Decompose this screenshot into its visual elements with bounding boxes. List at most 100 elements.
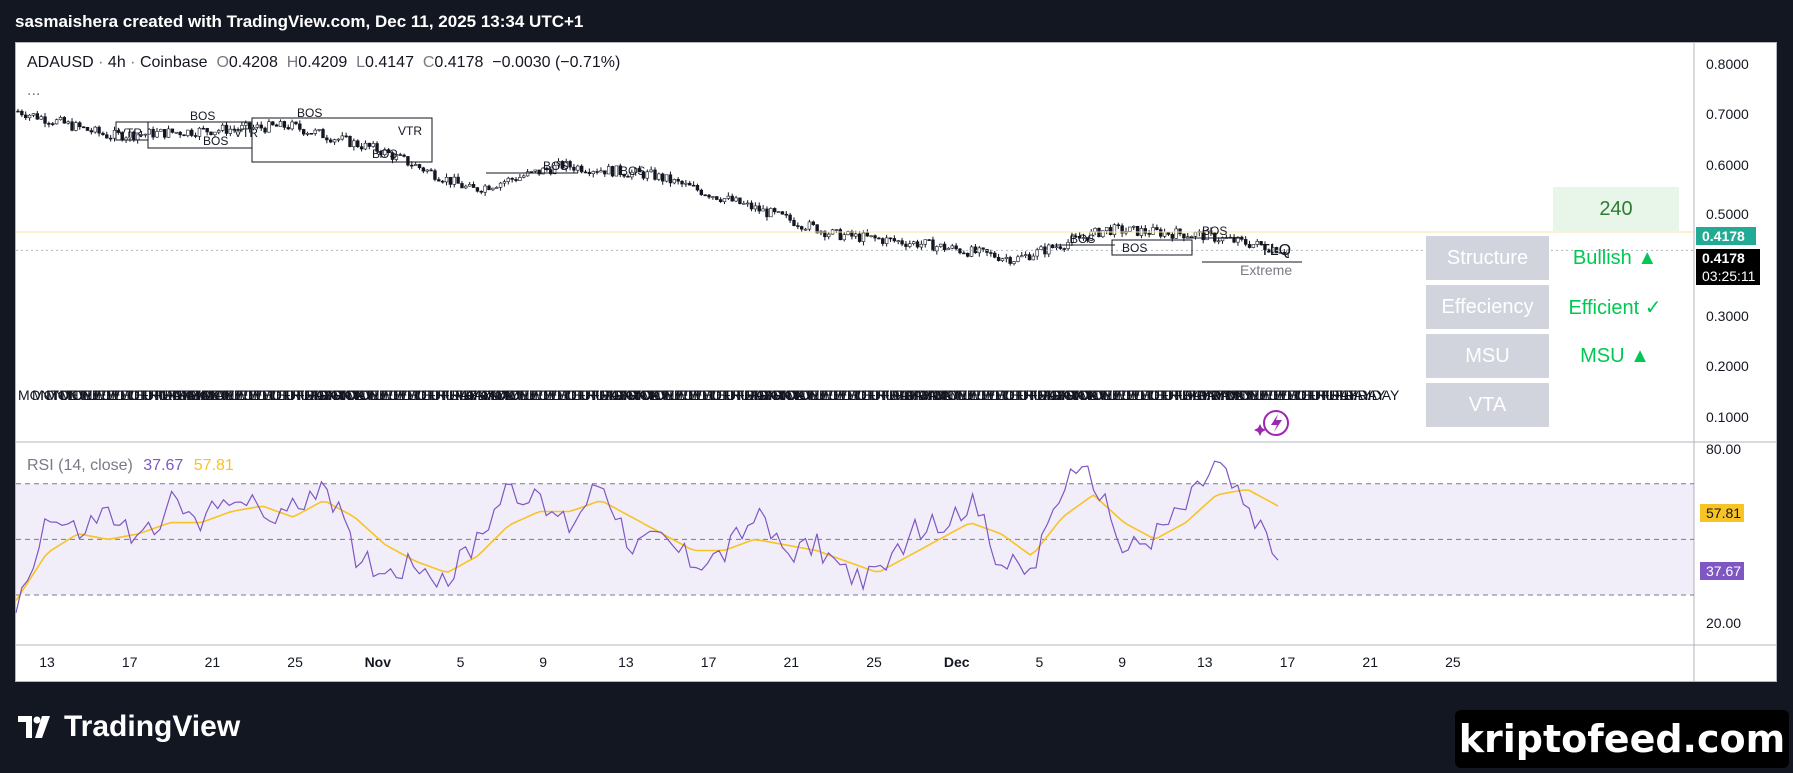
candle-body: [464, 185, 468, 189]
candle-body: [1039, 246, 1043, 250]
candle-body: [954, 245, 958, 250]
candle-body: [626, 175, 630, 178]
candle-body: [761, 208, 765, 212]
candle-body: [769, 208, 773, 218]
candle-body: [568, 161, 572, 168]
candle-body: [1282, 252, 1286, 254]
candle-body: [711, 196, 715, 198]
candle-body: [128, 131, 132, 139]
candle-body: [583, 171, 588, 174]
rsi-ma-value: 57.81: [193, 457, 234, 474]
rsi-ma-line: [15, 489, 1279, 601]
candle-body: [718, 199, 723, 202]
candle-body: [1193, 232, 1198, 237]
day-label: MONTUEWEDTHUFRIDAY: [319, 387, 492, 403]
candle-body: [846, 231, 850, 235]
rsi-tag: 37.67: [1700, 562, 1744, 580]
candle-body: [16, 110, 20, 113]
candle-body: [101, 132, 105, 136]
day-label: MONTUEWEDTHUFRIDAY: [483, 387, 656, 403]
time-tick-label: 17: [1280, 654, 1296, 670]
symbol-legend[interactable]: ADAUSD · 4h · Coinbase O0.4208 H0.4209 L…: [27, 54, 620, 72]
candle-body: [792, 219, 796, 226]
candle-body: [190, 129, 194, 136]
candle-body: [545, 167, 549, 170]
high-value: 0.4209: [298, 54, 348, 71]
candle-body: [1020, 255, 1024, 258]
candle-body: [89, 130, 94, 133]
candle-body: [329, 139, 333, 143]
candle-body: [166, 128, 171, 138]
candle-body: [1143, 228, 1147, 234]
bos-label: BOS: [297, 106, 322, 120]
candle-body: [1232, 236, 1236, 243]
candle-body: [522, 175, 526, 178]
tradingview-logo[interactable]: TradingView: [18, 710, 240, 744]
day-label: MONTUEWEDTHUFRIDAY: [18, 387, 191, 403]
candle-body: [784, 213, 788, 216]
candle-body: [1205, 230, 1209, 241]
candle-body: [506, 177, 510, 182]
day-label: MONTUEWEDTHUFRIDAY: [1080, 387, 1253, 403]
bos-label: BOS: [203, 134, 228, 148]
candle-body: [838, 229, 843, 241]
candle-body: [738, 197, 742, 205]
candle-body: [525, 171, 530, 177]
candle-body: [757, 205, 761, 212]
price-tick-label: 0.1000: [1706, 409, 1749, 425]
day-label: MONTUEWEDTHUFRIDAY: [1185, 387, 1358, 403]
candle-body: [672, 179, 677, 184]
time-tick-label: 25: [866, 654, 882, 670]
rsi-legend[interactable]: RSI (14, close) 37.67 57.81: [27, 457, 234, 475]
candle-body: [661, 173, 665, 182]
candle-body: [780, 211, 785, 215]
candle-body: [877, 237, 881, 240]
candle-body: [294, 121, 298, 125]
candle-body: [587, 172, 592, 175]
day-label: MONTUEWEDTHUFRIDAY: [1052, 387, 1225, 403]
candle-body: [301, 129, 306, 135]
candle-body: [116, 130, 121, 133]
candle-body: [996, 257, 1001, 261]
candle-body: [58, 117, 63, 121]
candle-body: [475, 187, 480, 192]
candle-body: [1201, 231, 1205, 241]
symbol-name[interactable]: ADAUSD: [27, 54, 94, 71]
candle-body: [70, 121, 74, 131]
candle-body: [1104, 227, 1109, 231]
candle-body: [35, 113, 40, 120]
candle-body: [193, 135, 198, 137]
candle-body: [1170, 234, 1175, 239]
candle-body: [1016, 256, 1020, 262]
candle-body: [406, 156, 410, 166]
day-label: MONTUEWEDTHUFRIDAY: [773, 387, 946, 403]
bos-label: BOS: [1202, 224, 1227, 238]
candle-body: [143, 133, 148, 136]
legend-more-button[interactable]: ...: [27, 82, 41, 99]
candle-body: [776, 211, 781, 213]
candle-body: [911, 241, 916, 245]
candle-body: [1178, 228, 1182, 235]
candle-body: [1027, 254, 1032, 261]
interval-label: 4h: [107, 54, 126, 71]
candle-body: [1174, 228, 1178, 239]
candle-body: [935, 246, 939, 252]
candle-body: [151, 128, 155, 138]
day-label: MONTUEWEDTHUFRIDAY: [600, 387, 773, 403]
candle-body: [209, 131, 213, 136]
day-label: MONTUEWEDTHUFRIDAY: [935, 387, 1108, 403]
candle-body: [174, 131, 178, 134]
time-tick-label: 5: [457, 654, 465, 670]
rsi-pane: [15, 460, 1694, 613]
candle-body: [865, 232, 870, 237]
candle-body: [595, 171, 599, 173]
bos-label: BOS: [1122, 241, 1147, 255]
candle-body: [788, 214, 792, 221]
candle-body: [186, 129, 190, 136]
day-label: MONTUEWEDTHUFRIDAY: [188, 387, 361, 403]
candle-body: [695, 185, 700, 191]
candle-body: [413, 164, 418, 166]
day-label: MONTUEWEDTHUFRIDAY: [745, 387, 918, 403]
dashboard-label-efficiency: Effeciency: [1426, 285, 1549, 329]
